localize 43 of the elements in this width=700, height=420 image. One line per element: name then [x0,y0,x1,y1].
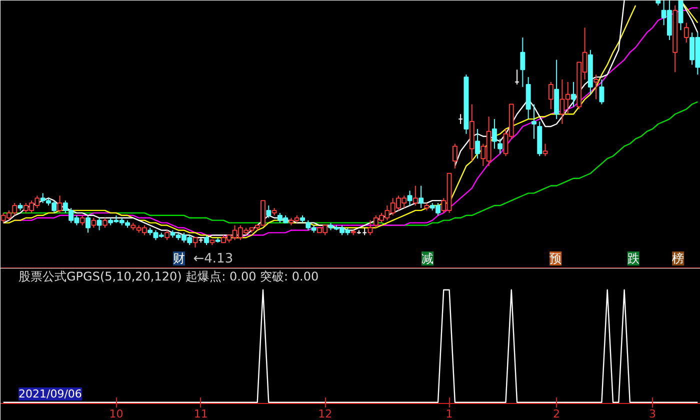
chart-title: 股票公式GPGS(5,10,20,120) 起爆点: 0.00 突破: 0.00 [18,270,319,284]
text: 预 [550,252,562,266]
text: 跌 [627,252,640,266]
candlestick [458,114,464,124]
candlestick [192,237,198,248]
candlestick [57,195,62,214]
text: 榜 [672,252,684,266]
candlestick [684,22,689,43]
candlestick [594,74,599,100]
candlestick [514,69,520,85]
x-tick-label: 12 [318,408,332,420]
candlestick [266,205,272,218]
x-tick-label: 1 [446,408,453,420]
candlestick [452,143,458,169]
candlestick [204,234,210,246]
candlestick [475,128,480,160]
candlestick [492,118,497,150]
candlestick [418,185,424,208]
candlestick [368,220,373,236]
candlestick [102,217,108,228]
x-tick-label: 10 [109,408,124,420]
text: 财 [173,252,185,266]
x-tick-label: 11 [194,408,208,420]
x-tick-label: 2 [553,408,560,420]
candlestick [86,214,90,234]
annotation: ←4.13 [193,252,234,267]
candlestick [80,214,85,226]
candlestick [164,230,170,241]
text: 减 [422,252,434,266]
candlestick [542,143,548,157]
candlestick [571,82,576,108]
candlestick [531,104,536,140]
candlestick [91,217,96,228]
annotation: 2021/09/06 [18,388,82,400]
candlestick [520,37,526,88]
candlestick [678,0,684,31]
candlestick [407,190,412,206]
candlestick [548,82,554,110]
candlestick [498,138,503,154]
x-tick-label: 3 [649,408,656,420]
candlestick [599,79,604,105]
candlestick [96,217,102,231]
candlestick [412,185,418,206]
